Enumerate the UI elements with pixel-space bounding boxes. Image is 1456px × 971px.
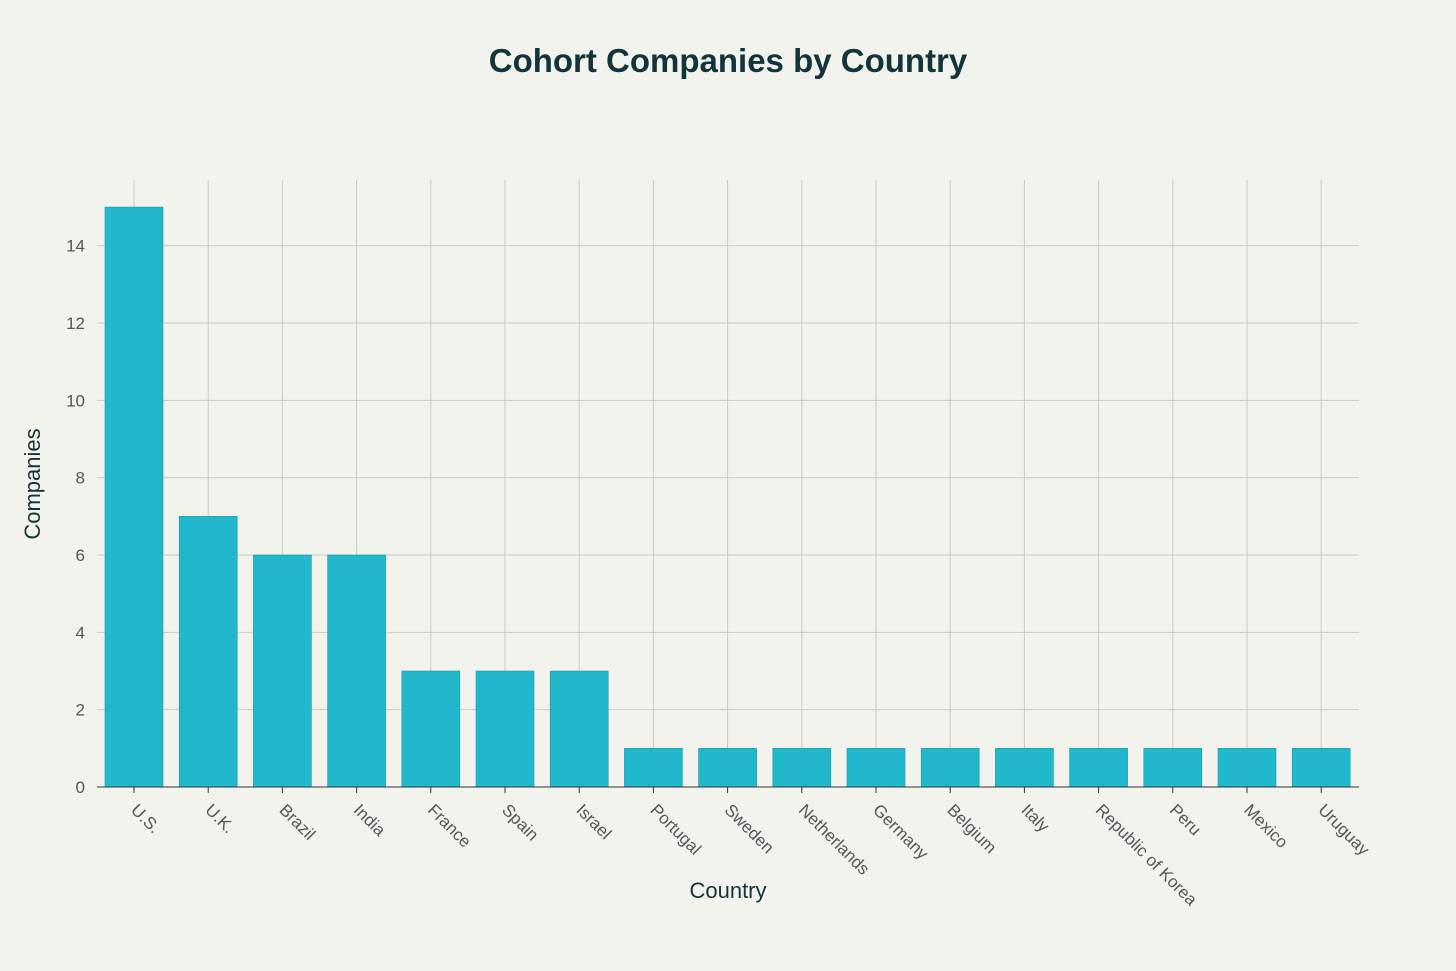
y-tick-label: 6 bbox=[76, 546, 85, 565]
x-tick-label: Israel bbox=[572, 800, 615, 843]
y-tick-label: 2 bbox=[76, 701, 85, 720]
y-tick-labels: 0 2 4 6 8 10 12 14 bbox=[66, 237, 85, 797]
bar bbox=[178, 516, 238, 788]
x-tick-label: Brazil bbox=[276, 800, 319, 843]
y-tick-label: 14 bbox=[66, 237, 85, 256]
y-tick-label: 0 bbox=[76, 778, 85, 797]
bar bbox=[253, 554, 312, 788]
y-tick-label: 8 bbox=[76, 469, 85, 488]
x-tick-label: Portugal bbox=[647, 800, 705, 858]
x-tick-label: Uruguay bbox=[1314, 800, 1373, 859]
bars bbox=[104, 206, 1351, 788]
bar bbox=[1069, 748, 1128, 788]
bar bbox=[1143, 748, 1203, 788]
x-tick-label: India bbox=[350, 800, 390, 840]
x-tick-label: France bbox=[424, 800, 475, 851]
y-tick-label: 12 bbox=[66, 314, 85, 333]
x-tick-label: Sweden bbox=[721, 800, 778, 857]
bar bbox=[1217, 748, 1277, 788]
bar bbox=[549, 670, 609, 788]
y-tick-label: 4 bbox=[76, 623, 85, 642]
x-tick-label: U.S. bbox=[127, 800, 164, 837]
x-tick-label: Peru bbox=[1166, 800, 1205, 839]
x-axis-title: Country bbox=[689, 878, 766, 903]
bar bbox=[1291, 748, 1351, 788]
y-tick-label: 10 bbox=[66, 391, 85, 410]
bar bbox=[846, 748, 906, 788]
axes bbox=[97, 786, 1359, 793]
bar bbox=[401, 670, 461, 788]
x-tick-label: U.K. bbox=[201, 800, 238, 837]
x-tick-label: Spain bbox=[498, 800, 542, 844]
x-tick-label: Italy bbox=[1018, 800, 1054, 836]
bar bbox=[995, 748, 1054, 788]
x-tick-label: Belgium bbox=[943, 800, 1000, 857]
bar bbox=[327, 554, 386, 788]
chart-title: Cohort Companies by Country bbox=[489, 42, 968, 79]
bar bbox=[698, 748, 757, 788]
x-tick-label: Mexico bbox=[1240, 800, 1292, 852]
bar bbox=[104, 206, 164, 788]
x-tick-label: Netherlands bbox=[795, 800, 873, 878]
bar bbox=[920, 748, 980, 788]
bar bbox=[624, 748, 683, 788]
bar bbox=[475, 670, 535, 788]
bar bbox=[772, 748, 832, 788]
x-tick-label: Germany bbox=[869, 800, 932, 863]
y-axis-title: Companies bbox=[20, 428, 45, 539]
